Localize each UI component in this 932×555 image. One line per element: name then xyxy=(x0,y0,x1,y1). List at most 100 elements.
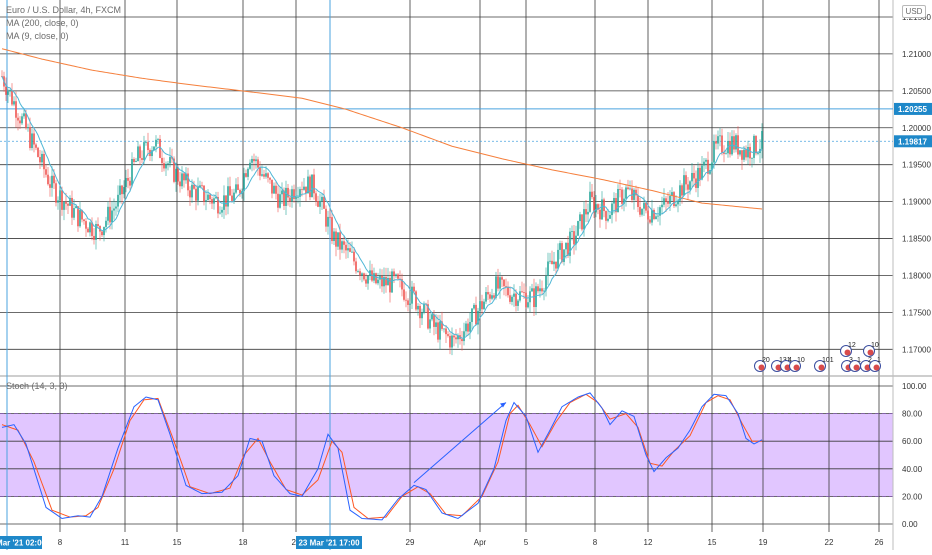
candle-body xyxy=(475,304,477,325)
candle xyxy=(613,192,615,214)
candle-body xyxy=(753,135,755,158)
candle-body xyxy=(715,141,717,144)
date-tags: Mar '21 02:00 23 Mar '21 17:00 xyxy=(0,536,362,549)
candle-body xyxy=(167,163,169,165)
event-flag-dot xyxy=(853,364,860,371)
candle-body xyxy=(555,261,557,269)
candle xyxy=(231,189,233,202)
candle xyxy=(237,177,239,191)
stoch-tick-label: 100.00 xyxy=(902,382,927,391)
candle-body xyxy=(349,248,351,252)
candle-body xyxy=(673,192,675,207)
candle xyxy=(461,331,463,351)
candle-body xyxy=(69,197,71,206)
candle xyxy=(59,187,61,211)
candle-body xyxy=(427,304,429,329)
candle xyxy=(27,123,29,132)
candle-body xyxy=(705,159,707,162)
candle-body xyxy=(591,191,593,198)
candle xyxy=(295,191,297,202)
candle xyxy=(453,334,455,347)
candle-body xyxy=(755,135,757,154)
candle xyxy=(513,284,515,307)
candle-body xyxy=(553,261,555,265)
candle-body xyxy=(129,180,131,186)
currency-badge[interactable]: USD xyxy=(902,5,926,18)
candle xyxy=(321,193,323,210)
candle xyxy=(395,273,397,279)
candle xyxy=(269,177,271,184)
candle-body xyxy=(91,222,93,236)
candle xyxy=(333,227,335,246)
candle xyxy=(511,294,513,306)
candle xyxy=(97,217,99,229)
candle xyxy=(117,185,119,213)
candle-body xyxy=(417,305,419,310)
candle xyxy=(61,186,63,216)
candle-body xyxy=(377,279,379,284)
candle-body xyxy=(537,286,539,292)
candle xyxy=(317,195,319,208)
candle xyxy=(113,198,115,220)
candle-body xyxy=(273,185,275,194)
candle-body xyxy=(277,193,279,208)
legend-symbol: Euro / U.S. Dollar, 4h, FXCM xyxy=(6,5,122,15)
date-tag-label: 23 Mar '21 17:00 xyxy=(298,539,360,548)
candle-body xyxy=(541,288,543,292)
price-tag-box xyxy=(894,102,932,115)
candle xyxy=(21,113,23,126)
candle-body xyxy=(229,186,231,196)
candle-body xyxy=(207,194,209,201)
candle-body xyxy=(215,196,217,199)
candle-body xyxy=(589,191,591,212)
candle-body xyxy=(549,260,551,262)
event-count: 1 xyxy=(857,357,861,364)
candle-body xyxy=(737,135,739,155)
event-count: 10 xyxy=(871,342,879,349)
candle xyxy=(703,158,705,173)
candle-body xyxy=(711,162,713,171)
candle xyxy=(279,186,281,209)
candle-body xyxy=(315,193,317,202)
candle-body xyxy=(71,197,73,218)
candle-body xyxy=(345,244,347,251)
ma9-line xyxy=(1,76,763,339)
candle-body xyxy=(699,167,701,180)
candle-body xyxy=(669,195,671,204)
candle-body xyxy=(281,190,283,195)
candle-body xyxy=(493,295,495,298)
candle xyxy=(251,155,253,172)
price-tick-label: 1.17000 xyxy=(902,345,931,354)
candle-body xyxy=(489,294,491,299)
candle-body xyxy=(193,184,195,189)
candle xyxy=(605,210,607,230)
candle-body xyxy=(297,196,299,198)
candle xyxy=(735,133,737,153)
candle-body xyxy=(361,273,363,276)
date-tag: 23 Mar '21 17:00 xyxy=(296,536,362,549)
candle-body xyxy=(701,165,703,180)
candle xyxy=(507,281,509,298)
event-flag-dot xyxy=(758,364,765,371)
candle xyxy=(705,158,707,170)
candle xyxy=(87,226,89,233)
candle-body xyxy=(261,174,263,176)
stoch-d-line xyxy=(1,393,762,519)
candle-body xyxy=(195,188,197,201)
candle-body xyxy=(579,214,581,222)
candle xyxy=(757,151,759,156)
event-flag-dot xyxy=(867,349,874,356)
candle-body xyxy=(671,192,673,196)
candle-body xyxy=(677,200,679,205)
candle-body xyxy=(363,273,365,280)
candle-body xyxy=(309,176,311,198)
candle-body xyxy=(159,138,161,158)
candle xyxy=(329,207,331,220)
candle xyxy=(207,189,209,201)
candle-body xyxy=(739,150,741,155)
candle-body xyxy=(339,232,341,250)
candle xyxy=(403,281,405,302)
candle-body xyxy=(211,199,213,204)
candle-body xyxy=(141,158,143,160)
